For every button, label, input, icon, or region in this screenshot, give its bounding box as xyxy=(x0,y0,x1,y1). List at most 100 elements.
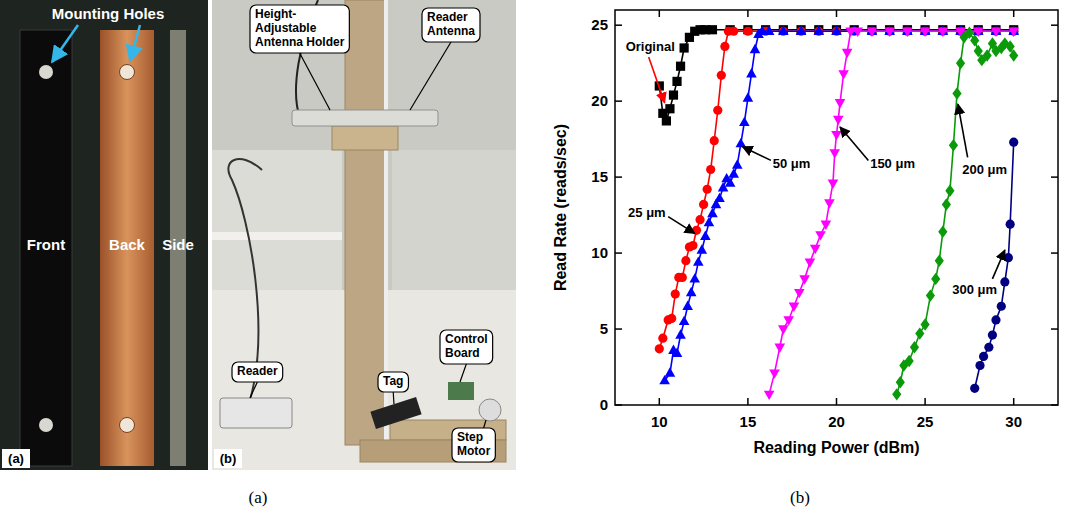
marker xyxy=(764,26,775,35)
series-line xyxy=(659,31,1013,349)
x-tick xyxy=(1013,398,1015,405)
mounting-hole xyxy=(39,65,53,79)
x-tick xyxy=(924,398,926,405)
marker xyxy=(680,43,689,52)
series-label: 200 μm xyxy=(962,162,1007,177)
marker xyxy=(831,26,842,35)
arrow xyxy=(52,25,78,62)
front-strip xyxy=(20,30,72,466)
x-tick xyxy=(747,398,749,405)
marker xyxy=(1006,220,1015,229)
marker xyxy=(833,116,844,125)
marker xyxy=(697,244,708,253)
callout: Height-AdjustableAntenna Holder xyxy=(250,5,349,110)
shelf xyxy=(212,232,342,240)
y-tick xyxy=(615,328,622,330)
plot-area xyxy=(615,10,1058,405)
callout: ControlBoard xyxy=(440,330,493,382)
panel-label: (a) xyxy=(8,451,24,466)
marker xyxy=(838,70,849,79)
mounting-hole xyxy=(120,65,135,80)
marker xyxy=(821,221,832,230)
marker xyxy=(799,275,810,284)
marker xyxy=(672,77,681,86)
holder-block xyxy=(332,126,398,150)
marker xyxy=(902,28,913,37)
photo-background xyxy=(0,0,208,470)
partition xyxy=(392,150,516,290)
y-tick xyxy=(615,252,622,254)
callout-label: Tag xyxy=(383,374,403,388)
marker xyxy=(1009,138,1018,147)
marker xyxy=(707,208,718,217)
callout-box xyxy=(378,372,408,392)
callout-line: Motor xyxy=(457,444,491,458)
marker xyxy=(984,343,993,352)
marker xyxy=(728,168,739,177)
marker xyxy=(706,165,715,174)
part-label: Front xyxy=(27,236,65,253)
marker xyxy=(810,245,821,254)
callout-label: Reader xyxy=(237,364,278,378)
x-tick-label: 10 xyxy=(651,413,668,430)
label-patch xyxy=(214,449,242,468)
wall xyxy=(212,0,516,470)
marker xyxy=(713,106,722,115)
marker xyxy=(905,355,914,367)
marker xyxy=(676,62,685,71)
marker xyxy=(926,289,935,301)
partition xyxy=(212,150,342,290)
label-patch xyxy=(2,449,30,468)
marker xyxy=(655,344,664,353)
series-line xyxy=(897,33,1014,395)
marker xyxy=(667,314,676,323)
callout-tail xyxy=(460,364,466,382)
y-tick xyxy=(615,100,622,102)
y-tick-label: 0 xyxy=(600,396,608,413)
marker xyxy=(892,388,901,400)
marker xyxy=(720,42,729,51)
marker xyxy=(1004,253,1013,262)
caption: (a) xyxy=(249,488,268,507)
marker xyxy=(717,71,726,80)
marker xyxy=(915,327,924,339)
callout-tail xyxy=(393,392,395,404)
marker xyxy=(665,104,674,113)
series-label: Original xyxy=(626,39,675,54)
series xyxy=(892,27,1018,401)
data-group xyxy=(655,25,1019,400)
y-tick xyxy=(1051,24,1058,26)
label-arrow xyxy=(840,127,868,160)
callout-box xyxy=(250,5,349,53)
callout-label: StepMotor xyxy=(457,430,491,458)
marker xyxy=(815,231,826,240)
y-tick-label: 25 xyxy=(591,16,608,33)
marker xyxy=(764,391,775,400)
x-tick-label: 25 xyxy=(917,413,934,430)
series-line xyxy=(659,30,1013,121)
y-tick xyxy=(1051,328,1058,330)
marker xyxy=(686,287,697,296)
marker xyxy=(692,226,701,235)
callout-box xyxy=(232,362,283,382)
marker xyxy=(736,138,747,147)
tag xyxy=(370,397,421,429)
marker xyxy=(678,273,687,282)
y-axis-title: Read Rate (reads/sec) xyxy=(552,124,569,291)
series-label: 50 μm xyxy=(773,156,811,171)
y-tick xyxy=(1051,252,1058,254)
marker xyxy=(956,57,965,69)
marker xyxy=(714,193,725,202)
control-board xyxy=(448,382,474,400)
marker xyxy=(689,273,700,282)
marker xyxy=(708,25,717,34)
series-line xyxy=(975,142,1014,388)
marker xyxy=(672,348,683,357)
callout-tail xyxy=(410,42,451,110)
marker xyxy=(682,301,693,310)
label-arrow xyxy=(958,104,968,157)
x-tick-label: 15 xyxy=(740,413,757,430)
marker xyxy=(852,28,863,37)
marker xyxy=(867,28,878,37)
y-tick-label: 20 xyxy=(591,92,608,109)
